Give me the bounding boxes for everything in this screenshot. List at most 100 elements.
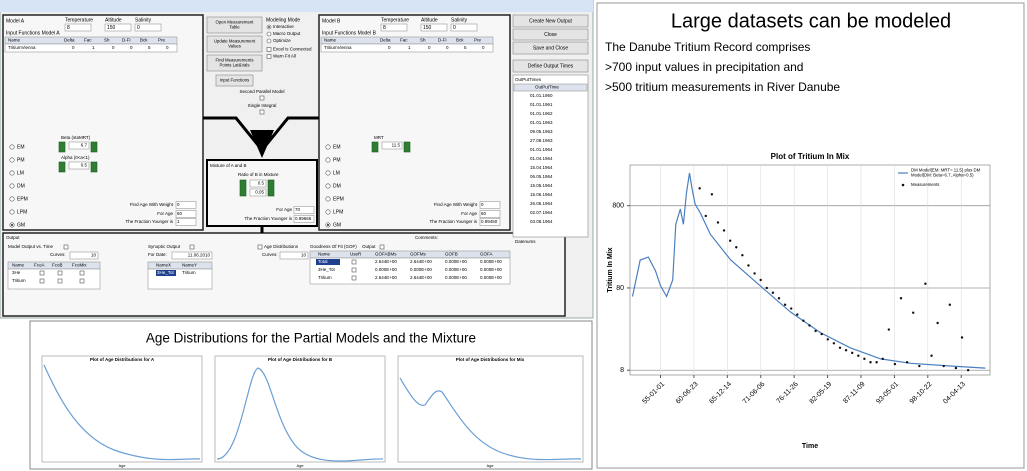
legend-swatch: [902, 184, 905, 187]
label: Delta: [380, 38, 391, 43]
label: Model A: [6, 18, 25, 24]
plot-frame: [215, 356, 385, 462]
label: 0.99450: [481, 219, 498, 224]
spin-button[interactable]: [404, 142, 410, 152]
label: OutPutTime: [535, 85, 559, 90]
label: GOFABMs: [375, 252, 397, 257]
label: Goodness Of Fit (GOF): [310, 244, 357, 249]
label: FcoB: [52, 263, 63, 268]
radio[interactable]: [10, 171, 14, 175]
label: UseR: [350, 252, 362, 257]
checkbox[interactable]: [64, 245, 68, 249]
list-item: 27.08.1963: [530, 138, 553, 143]
radio[interactable]: [10, 210, 14, 214]
label: Define Output Times: [528, 63, 574, 69]
radio[interactable]: [326, 145, 330, 149]
label: D-Fi: [438, 38, 447, 43]
label: Synoptic Output: [148, 244, 181, 249]
label: For Date:: [148, 252, 167, 257]
data-point: [949, 304, 951, 306]
label: Find Age With Weight: [434, 202, 478, 207]
label: 11.06.2010: [188, 253, 211, 258]
spin-button[interactable]: [91, 142, 97, 152]
spin-button[interactable]: [59, 142, 65, 152]
label: Mixture of A and B: [210, 163, 247, 168]
label: Curves:: [50, 252, 66, 257]
label: 0.000E+00: [480, 275, 502, 280]
data-point: [747, 264, 749, 266]
radio[interactable]: [326, 197, 330, 201]
radio[interactable]: [326, 210, 330, 214]
list-item: 01.04.1964: [530, 156, 553, 161]
label: 10: [91, 253, 97, 258]
data-point: [900, 297, 902, 299]
radio[interactable]: [10, 184, 14, 188]
radio[interactable]: [267, 39, 271, 43]
label: Find MeasurementsPoints Lat&Vals: [216, 58, 254, 68]
label: Output: [362, 244, 376, 249]
data-point: [766, 287, 768, 289]
data-point: [741, 254, 743, 256]
label: Temperature: [65, 17, 93, 23]
checkbox[interactable]: [40, 279, 44, 283]
label: Find Age With Weight: [130, 202, 174, 207]
age-plot-b: [215, 356, 385, 462]
radio[interactable]: [10, 197, 14, 201]
label: Close: [544, 32, 557, 38]
data-point: [772, 292, 774, 294]
data-point: [894, 363, 896, 365]
label: Input Functions: [220, 78, 249, 83]
label: 0.99666: [295, 216, 312, 221]
checkbox[interactable]: [267, 48, 271, 52]
data-point: [955, 367, 957, 369]
spin-button[interactable]: [59, 162, 65, 172]
checkbox[interactable]: [260, 110, 264, 114]
radio[interactable]: [10, 158, 14, 162]
radio[interactable]: [10, 145, 14, 149]
checkbox[interactable]: [380, 245, 384, 249]
label: GOFB: [445, 252, 458, 257]
checkbox[interactable]: [80, 279, 84, 283]
label: Fac: [84, 38, 92, 43]
label: FcoA: [34, 263, 45, 268]
list-item: 15.05.1964: [530, 183, 553, 188]
data-point: [882, 358, 884, 360]
checkbox[interactable]: [80, 271, 84, 275]
radio[interactable]: [267, 32, 271, 36]
label: Model B: [322, 18, 341, 24]
spin-button[interactable]: [372, 142, 378, 152]
label: 0: [137, 25, 140, 31]
spin-button[interactable]: [91, 162, 97, 172]
checkbox[interactable]: [267, 55, 271, 59]
checkbox[interactable]: [258, 245, 262, 249]
label: DM: [333, 183, 341, 189]
label: For Age: [461, 211, 477, 216]
plot-frame: [42, 356, 202, 462]
checkbox[interactable]: [58, 271, 62, 275]
checkbox[interactable]: [352, 268, 356, 272]
spin-button[interactable]: [240, 180, 246, 196]
checkbox[interactable]: [352, 260, 356, 264]
checkbox[interactable]: [190, 245, 194, 249]
label: 6.7: [81, 143, 88, 148]
label: EM: [333, 144, 341, 150]
x-axis-label: Time: [802, 443, 818, 450]
label: 2.644E+00: [375, 259, 397, 264]
label: Curves:: [262, 252, 278, 257]
list-item: 01.01.1961: [530, 102, 553, 107]
spin-button[interactable]: [268, 180, 274, 196]
radio[interactable]: [326, 158, 330, 162]
plot-area: [630, 165, 990, 375]
radio[interactable]: [326, 184, 330, 188]
label: Bck: [140, 38, 148, 43]
checkbox[interactable]: [352, 276, 356, 280]
label: 2.644E+00: [410, 259, 432, 264]
label: LPM: [17, 209, 27, 215]
list-item: 15.06.1964: [530, 192, 553, 197]
radio[interactable]: [326, 171, 330, 175]
checkbox[interactable]: [40, 271, 44, 275]
label: 150: [423, 25, 432, 31]
checkbox[interactable]: [260, 96, 264, 100]
checkbox[interactable]: [58, 279, 62, 283]
data-point: [936, 322, 938, 324]
